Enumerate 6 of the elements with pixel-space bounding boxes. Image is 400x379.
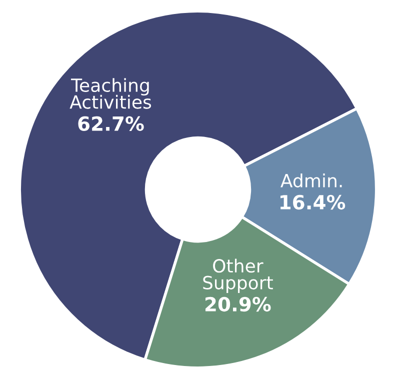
slice-label: Other Support: [203, 258, 273, 293]
slice-label: Teaching Activities: [70, 78, 152, 109]
data-label: 20.9%: [205, 296, 271, 312]
slice-label: Admin.: [280, 173, 342, 188]
data-label: 62.7%: [78, 116, 144, 131]
data-label: 16.4%: [280, 194, 346, 210]
